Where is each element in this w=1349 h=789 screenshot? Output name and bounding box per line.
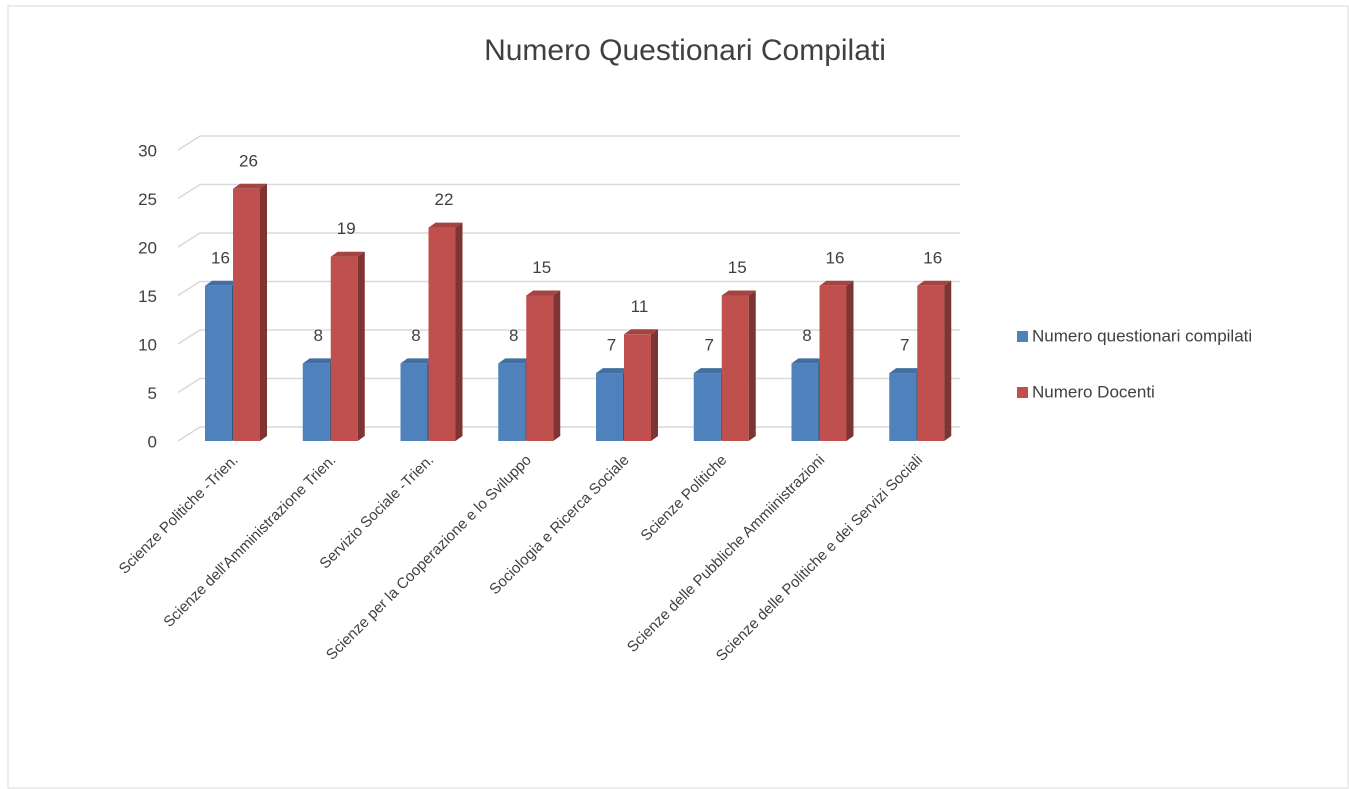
data-label: 22 <box>435 190 454 209</box>
grid-line <box>177 232 960 248</box>
y-tick-label: 25 <box>138 190 157 209</box>
data-label: 7 <box>900 336 909 355</box>
bar <box>721 295 749 441</box>
bar-top <box>330 251 365 257</box>
bar-side <box>553 290 561 441</box>
bar-top <box>428 222 463 228</box>
y-tick-label: 15 <box>138 287 157 306</box>
bar <box>428 227 456 441</box>
data-label: 15 <box>532 258 551 277</box>
legend-swatch <box>1017 331 1028 342</box>
bar-top <box>526 290 561 296</box>
chart-title: Numero Questionari Compilati <box>484 34 886 67</box>
bar <box>233 188 260 441</box>
y-tick-label: 20 <box>138 238 157 257</box>
data-label: 7 <box>705 336 714 355</box>
data-label: 7 <box>607 336 616 355</box>
bar <box>205 285 232 441</box>
bar-top <box>205 280 239 286</box>
bar-top <box>400 358 435 364</box>
bar-side <box>651 329 658 441</box>
grid-line <box>177 329 960 345</box>
bar-top <box>596 368 630 374</box>
bar <box>693 373 721 441</box>
bar-top <box>819 280 854 286</box>
grid-line <box>177 280 960 297</box>
bar <box>624 334 651 441</box>
legend-label: Numero Docenti <box>1032 382 1155 401</box>
bar-top <box>721 290 756 296</box>
grid-line <box>177 135 960 151</box>
data-label: 16 <box>826 248 845 267</box>
legend-label: Numero questionari compilati <box>1032 326 1252 345</box>
bar-top <box>624 329 658 335</box>
y-tick-label: 30 <box>138 141 157 160</box>
bar <box>917 285 945 441</box>
data-label: 19 <box>337 219 356 238</box>
data-label: 8 <box>802 326 811 345</box>
data-label: 11 <box>631 297 649 316</box>
bar <box>596 373 623 441</box>
bar-top <box>302 358 337 364</box>
data-label: 15 <box>728 258 747 277</box>
bar <box>819 285 847 441</box>
bar-top <box>693 368 728 374</box>
bar-top <box>233 183 267 189</box>
bar-side <box>260 183 267 442</box>
data-label: 16 <box>211 248 230 267</box>
y-tick-label: 0 <box>148 432 157 451</box>
y-tick-label: 5 <box>148 384 157 403</box>
bar <box>791 363 819 441</box>
bar-top <box>917 280 952 286</box>
bar-side <box>357 251 365 441</box>
data-label: 8 <box>411 326 420 345</box>
bar <box>400 363 428 441</box>
bar-side <box>455 222 463 441</box>
legend-swatch <box>1017 387 1028 398</box>
bar-top <box>498 358 533 364</box>
data-label: 8 <box>314 326 323 345</box>
data-label: 8 <box>509 326 518 345</box>
bar <box>889 373 917 441</box>
data-label: 16 <box>923 248 942 267</box>
data-label: 26 <box>239 151 258 170</box>
bar <box>498 363 526 441</box>
bar-top <box>889 368 924 374</box>
y-tick-label: 10 <box>138 335 157 354</box>
bar <box>330 256 358 441</box>
grid-line <box>177 183 960 200</box>
bar-side <box>846 280 854 441</box>
bar <box>526 295 554 441</box>
bar-side <box>944 280 952 441</box>
bar <box>302 363 330 441</box>
bar-side <box>748 290 756 441</box>
bar-top <box>791 358 826 364</box>
